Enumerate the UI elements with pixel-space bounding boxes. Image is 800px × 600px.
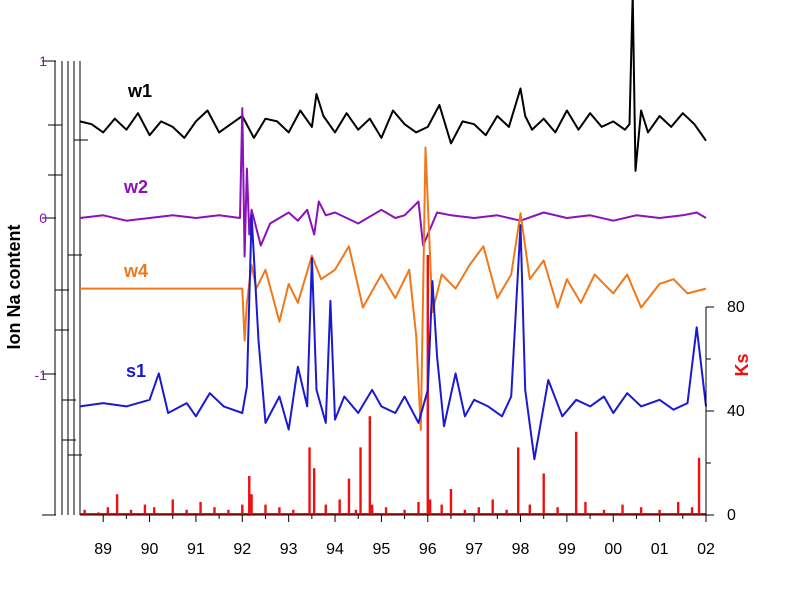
ks-bar <box>241 504 244 515</box>
ks-bar <box>83 509 86 515</box>
right-tick-label: 0 <box>727 507 736 524</box>
series-line-w1 <box>79 0 707 172</box>
ks-bar <box>171 499 174 515</box>
ks-bar <box>463 509 467 515</box>
x-tick-label: 96 <box>419 541 437 558</box>
ks-bar <box>213 507 216 515</box>
ks-bar <box>152 507 156 515</box>
ks-bar <box>676 502 680 515</box>
ks-bar <box>517 447 520 515</box>
ks-bar <box>324 504 327 515</box>
ks-bar <box>384 507 388 515</box>
ks-bar <box>697 457 701 515</box>
series-label-w1: w1 <box>127 81 152 101</box>
ks-bar <box>338 499 341 515</box>
left-axis-ticks: 1 0 -1 <box>35 53 48 383</box>
left-tick-label: -1 <box>35 367 48 383</box>
series-label-w2: w2 <box>123 177 148 197</box>
series-label-s1: s1 <box>126 361 146 381</box>
ks-bar <box>417 502 420 515</box>
ks-bar <box>602 509 606 515</box>
ks-bar <box>574 431 578 515</box>
ks-bar <box>359 447 362 515</box>
x-tick-label: 91 <box>187 541 205 558</box>
ks-bar <box>143 504 147 515</box>
ks-bar <box>368 416 372 515</box>
x-tick-label: 90 <box>141 541 159 558</box>
series-line-w4 <box>80 146 707 431</box>
x-axis-ticks: 89 90 91 92 93 94 95 96 97 98 99 00 01 02 <box>94 515 715 558</box>
ks-bar <box>428 499 432 515</box>
ks-bar <box>250 494 253 515</box>
ks-bar <box>129 509 133 515</box>
ks-bar <box>185 509 188 515</box>
left-tick-label: 0 <box>39 210 47 226</box>
ks-bar <box>106 507 110 515</box>
x-tick-label: 99 <box>558 541 576 558</box>
ks-bar <box>491 499 494 515</box>
left-axis-label: Ion Na content <box>4 224 24 349</box>
ks-bar <box>292 509 295 515</box>
x-tick-label: 02 <box>697 541 715 558</box>
x-tick-label: 92 <box>233 541 251 558</box>
series-label-w4: w4 <box>123 261 148 281</box>
ks-bar <box>477 507 480 515</box>
x-tick-label: 98 <box>512 541 530 558</box>
right-tick-label: 80 <box>727 299 745 316</box>
ks-bar <box>199 502 202 515</box>
series-line-w2 <box>79 107 707 258</box>
x-tick-label: 01 <box>651 541 669 558</box>
ks-bar <box>584 502 587 515</box>
ks-bar <box>403 509 406 515</box>
x-tick-label: 95 <box>373 541 391 558</box>
ks-bar <box>115 494 119 515</box>
ks-bar <box>354 509 358 515</box>
ks-bar <box>97 512 100 515</box>
ks-bar <box>347 478 351 515</box>
ks-bar <box>370 504 374 515</box>
ks-bar <box>264 504 267 515</box>
x-tick-label: 93 <box>280 541 298 558</box>
right-axis-ticks: 80 40 0 <box>706 299 745 524</box>
ks-bar <box>278 507 281 515</box>
series-line-s1 <box>79 214 707 461</box>
ks-bar <box>639 507 643 515</box>
right-tick-label: 40 <box>727 403 745 420</box>
ks-bar <box>248 476 251 515</box>
x-tick-label: 89 <box>94 541 112 558</box>
left-tick-label: 1 <box>39 53 47 69</box>
series-lines <box>79 0 707 461</box>
ks-bar <box>621 504 624 515</box>
ks-bar <box>690 507 694 515</box>
right-axis-label: Ks <box>732 353 752 376</box>
ks-bar <box>528 504 531 515</box>
x-tick-label: 94 <box>326 541 344 558</box>
ks-bar <box>312 468 316 515</box>
x-tick-label: 97 <box>465 541 483 558</box>
ks-bar <box>658 509 661 515</box>
ks-bar <box>556 507 559 515</box>
ks-bar <box>308 447 311 515</box>
ks-bar <box>227 509 230 515</box>
x-tick-label: 00 <box>604 541 622 558</box>
ks-bar <box>505 509 508 515</box>
ks-bar <box>440 504 443 515</box>
ks-bar <box>542 473 545 515</box>
ks-bar <box>449 489 453 515</box>
